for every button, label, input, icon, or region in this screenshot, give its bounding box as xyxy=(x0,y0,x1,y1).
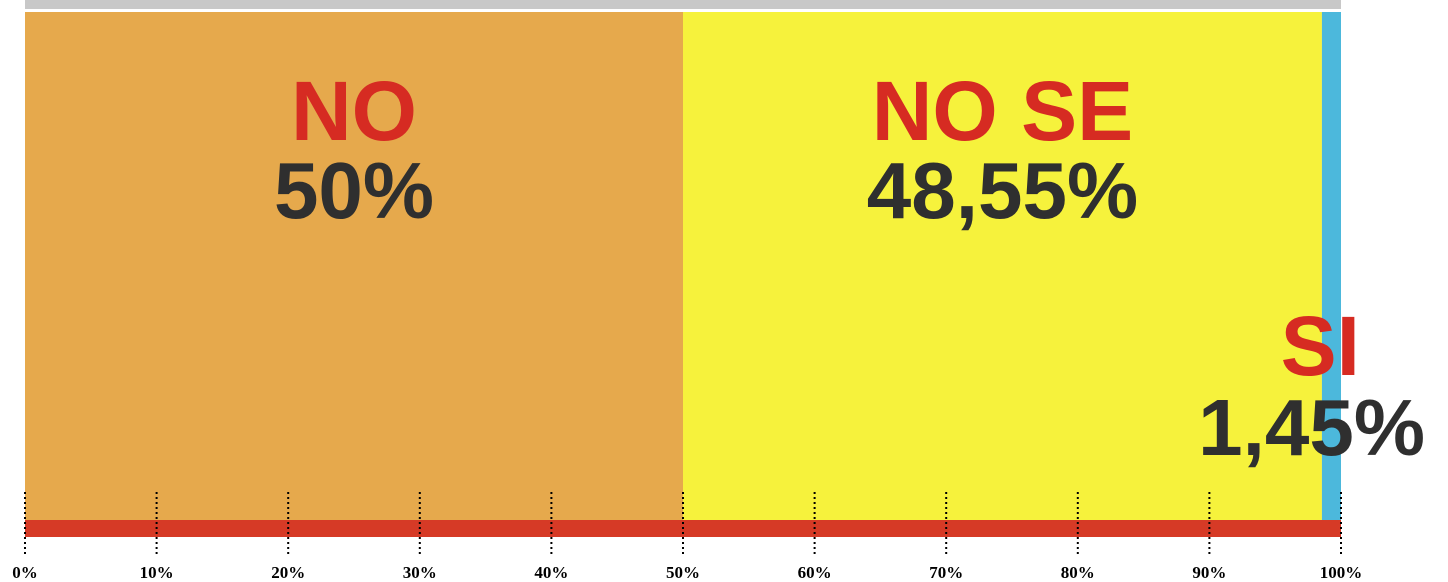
x-tick-label: 50% xyxy=(666,563,700,582)
value-label: 1,45% xyxy=(1198,383,1425,472)
x-tick-label: 100% xyxy=(1320,563,1363,582)
category-label: NO SE xyxy=(872,64,1133,158)
x-tick-label: 0% xyxy=(12,563,38,582)
x-tick-label: 60% xyxy=(798,563,832,582)
bar-segment xyxy=(25,12,683,520)
value-label: 48,55% xyxy=(867,146,1138,235)
bar-segment xyxy=(1321,12,1341,520)
x-tick-label: 40% xyxy=(534,563,568,582)
x-tick-label: 10% xyxy=(140,563,174,582)
category-label: NO xyxy=(291,64,417,158)
top-band xyxy=(25,0,1341,9)
value-label: 50% xyxy=(274,146,434,235)
x-tick-label: 80% xyxy=(1061,563,1095,582)
x-tick-label: 90% xyxy=(1192,563,1226,582)
bar-segment xyxy=(683,12,1322,520)
x-tick-label: 20% xyxy=(271,563,305,582)
category-label: SI xyxy=(1281,299,1360,393)
x-tick-label: 70% xyxy=(929,563,963,582)
x-tick-label: 30% xyxy=(403,563,437,582)
